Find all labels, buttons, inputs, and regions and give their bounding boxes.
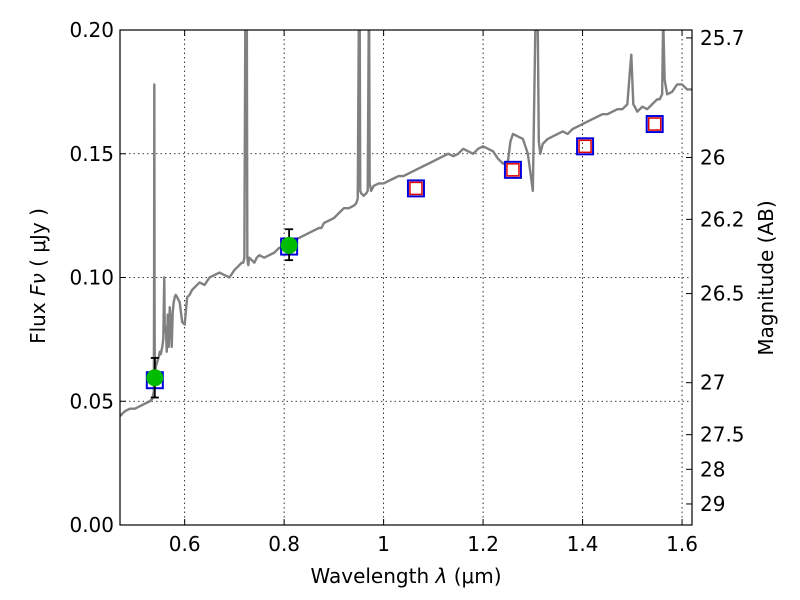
x-axis-label-symbol: λ [435,564,448,588]
spectrum-layer [120,30,692,417]
right-tick-label: 27 [700,371,725,395]
right-tick-label: 29 [700,492,725,516]
points-layer [145,115,664,399]
x-tick-label: 1.2 [467,532,499,556]
observed-point [146,369,164,387]
right-tick-label: 25.7 [700,26,745,50]
grid-layer [120,29,692,526]
x-tick-label: 1.6 [666,532,698,556]
right-tick-label: 27.5 [700,423,745,447]
right-tick-label: 26 [700,145,725,169]
y-axis-label-main: Flux [26,302,50,344]
limit-point [506,163,520,177]
right-axis-label: Magnitude (AB) [754,200,778,355]
y-tick-label: 0.10 [69,266,114,290]
right-tick-label: 28 [700,457,725,481]
right-tick-label: 26.5 [700,282,745,306]
y-tick-label: 0.05 [69,389,114,413]
spectrum-line [120,30,692,417]
x-tick-label: 0.6 [169,532,201,556]
limit-point [647,117,662,131]
x-axis-label-main: Wavelength [310,564,429,588]
y-tick-label: 0.20 [69,18,114,42]
observed-point [280,236,298,254]
x-tick-label: 0.8 [268,532,300,556]
model-point [645,115,664,134]
y-axis-label-symbol: Fν [26,273,50,296]
x-tick-label: 1 [377,532,390,556]
model-point [576,137,595,156]
model-point [406,179,425,198]
x-axis-label: Wavelength λ (μm) [310,564,501,588]
y-axis-label: Flux Fν ( μJy ) [26,208,50,344]
limit-point [409,181,423,196]
model-point [503,160,522,179]
y-axis-label-unit: ( μJy ) [26,208,50,267]
x-axis-label-unit: (μm) [454,564,502,588]
y-tick-label: 0.00 [69,513,114,537]
y-tick-label: 0.15 [69,142,114,166]
limit-point [578,139,592,154]
x-tick-label: 1.4 [567,532,599,556]
ticks-layer: 0.6 0.8 1 1.2 1.4 1.6 0.00 0.05 0.10 0.15 0.20 25.7… [69,18,744,556]
right-tick-label: 26.2 [700,207,745,231]
